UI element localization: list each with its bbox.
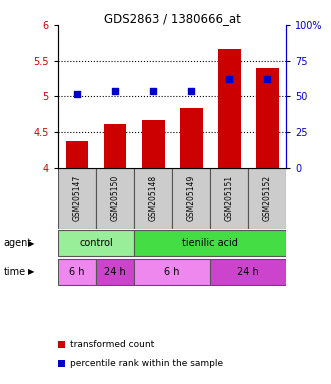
Point [264, 76, 270, 82]
Bar [134, 259, 210, 285]
Text: GSM205149: GSM205149 [187, 175, 196, 222]
Bar [248, 168, 286, 229]
Bar [66, 141, 88, 168]
Text: ▶: ▶ [28, 239, 35, 248]
Bar [96, 168, 134, 229]
Bar [58, 230, 134, 256]
Bar [172, 168, 210, 229]
Bar [210, 259, 286, 285]
Bar [218, 48, 241, 168]
Bar [210, 168, 248, 229]
Text: GSM205151: GSM205151 [225, 175, 234, 222]
Text: 6 h: 6 h [165, 267, 180, 277]
Text: GSM205148: GSM205148 [149, 175, 158, 222]
Bar [134, 168, 172, 229]
Point [226, 76, 232, 82]
Text: percentile rank within the sample: percentile rank within the sample [70, 359, 223, 368]
Point [74, 90, 79, 96]
Title: GDS2863 / 1380666_at: GDS2863 / 1380666_at [104, 12, 241, 25]
Bar [180, 109, 203, 168]
Text: 24 h: 24 h [237, 267, 259, 277]
Text: GSM205152: GSM205152 [263, 175, 272, 222]
Point [188, 88, 194, 94]
Bar [58, 259, 96, 285]
Text: 6 h: 6 h [69, 267, 85, 277]
Point [150, 88, 156, 94]
Text: GSM205147: GSM205147 [72, 175, 81, 222]
Bar [142, 120, 165, 168]
Bar [104, 124, 126, 168]
Text: agent: agent [3, 238, 31, 248]
Text: tienilic acid: tienilic acid [182, 238, 238, 248]
Bar [256, 68, 279, 168]
Text: GSM205150: GSM205150 [111, 175, 119, 222]
Text: time: time [3, 267, 25, 277]
Bar [58, 168, 96, 229]
Text: transformed count: transformed count [70, 339, 155, 349]
Text: control: control [79, 238, 113, 248]
Bar [134, 230, 286, 256]
Point [112, 88, 118, 94]
Text: ▶: ▶ [28, 267, 35, 276]
Bar [96, 259, 134, 285]
Text: 24 h: 24 h [104, 267, 126, 277]
